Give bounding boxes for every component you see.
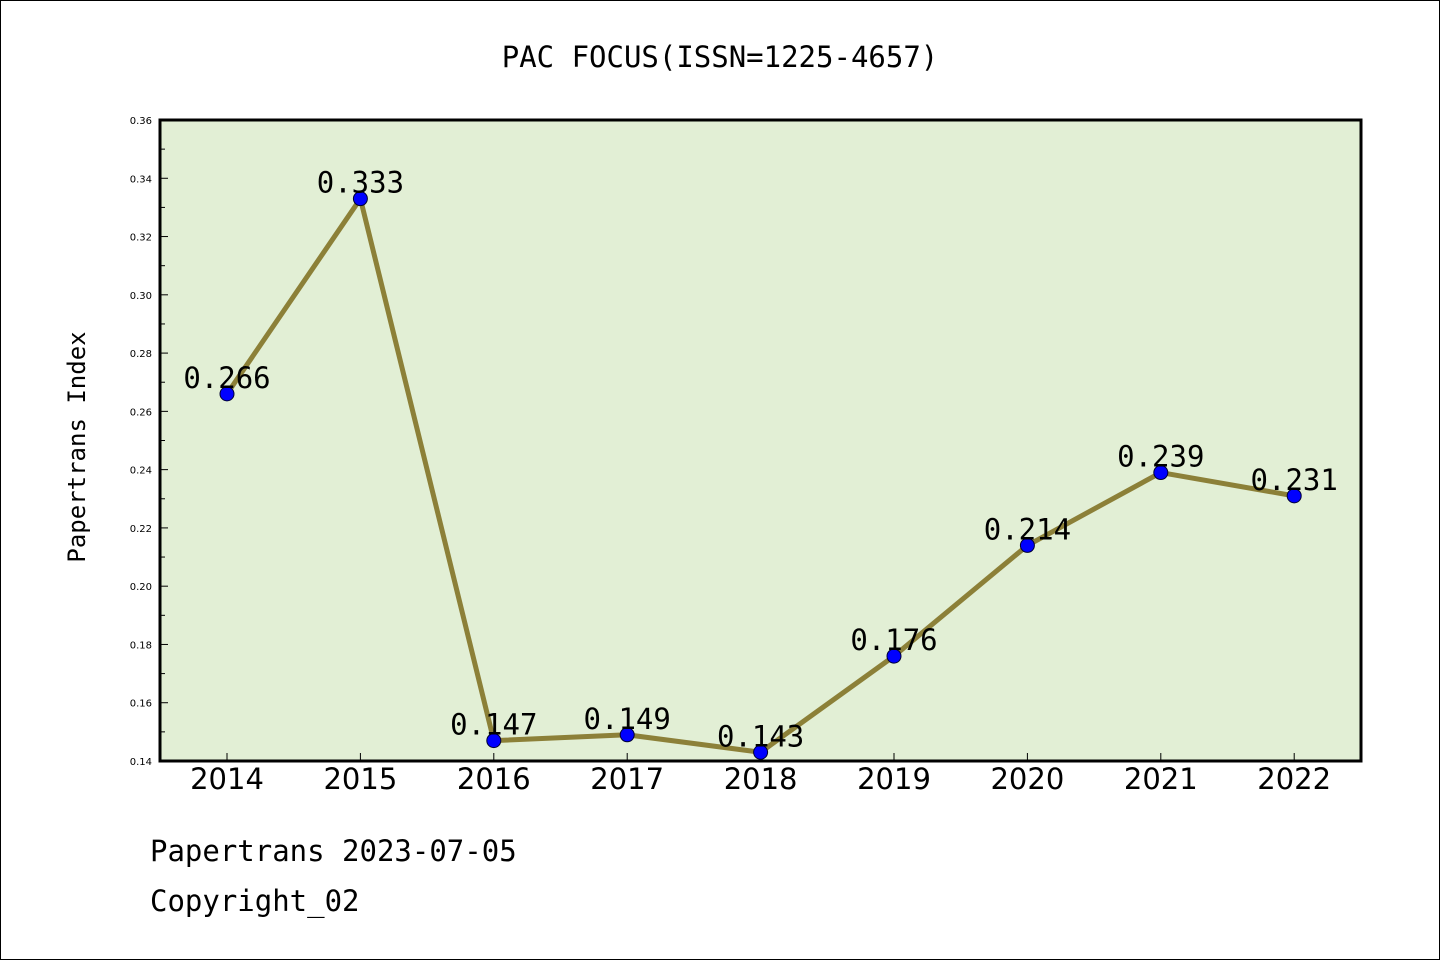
y-tick-label: 0.20 [130,582,152,593]
x-tick-label: 2015 [323,762,397,796]
data-label: 0.149 [584,702,671,736]
data-label: 0.214 [984,512,1071,546]
series-points [219,191,1302,760]
y-tick-label: 0.26 [130,407,152,418]
y-tick-label: 0.28 [130,349,152,360]
x-tick-label: 2021 [1124,762,1198,796]
data-label: 0.239 [1117,440,1204,474]
y-tick-label: 0.30 [130,291,152,302]
x-tick-label: 2018 [724,762,798,796]
y-tick-label: 0.24 [130,466,152,477]
x-tick-label: 2016 [457,762,531,796]
y-tick-label: 0.36 [130,116,152,127]
y-axis-ticks: 0.14 0.16 0.18 0.20 0.22 0.24 0.26 0.28 0.30 0.32… [130,116,168,768]
data-label: 0.176 [850,623,937,657]
y-tick-label: 0.32 [130,233,152,244]
data-label: 0.333 [317,166,404,200]
y-tick-label: 0.34 [130,174,152,185]
x-tick-label: 2020 [990,762,1064,796]
data-labels: 0.266 0.333 0.147 0.149 0.143 0.176 0.214 0.239… [183,166,1338,754]
data-label: 0.147 [450,708,537,742]
data-label: 0.266 [183,361,270,395]
data-point [219,386,235,402]
x-tick-label: 2014 [190,762,264,796]
x-tick-label: 2017 [590,762,664,796]
footer-date: Papertrans 2023-07-05 [150,834,517,868]
data-label: 0.231 [1251,463,1338,497]
data-point [1286,488,1302,504]
y-tick-label: 0.18 [130,640,152,651]
footer-copyright: Copyright_02 [150,884,360,918]
x-axis-ticks: 2014 2015 2016 2017 2018 2019 2020 2021 2022 [190,753,1331,796]
y-tick-label: 0.14 [130,757,152,768]
data-point [1153,465,1169,481]
data-point [486,733,502,749]
x-tick-label: 2019 [857,762,931,796]
y-axis-label: Papertrans Index [63,331,91,562]
chart-title: PAC FOCUS(ISSN=1225-4657) [502,40,939,74]
y-tick-label: 0.22 [130,524,152,535]
data-point [619,727,635,743]
data-point [886,648,902,664]
plot-area [158,118,1363,763]
data-point [753,744,769,760]
x-tick-label: 2022 [1257,762,1331,796]
data-label: 0.143 [717,719,804,753]
data-point [352,191,368,207]
y-tick-label: 0.16 [130,699,152,710]
data-point [1019,537,1035,553]
